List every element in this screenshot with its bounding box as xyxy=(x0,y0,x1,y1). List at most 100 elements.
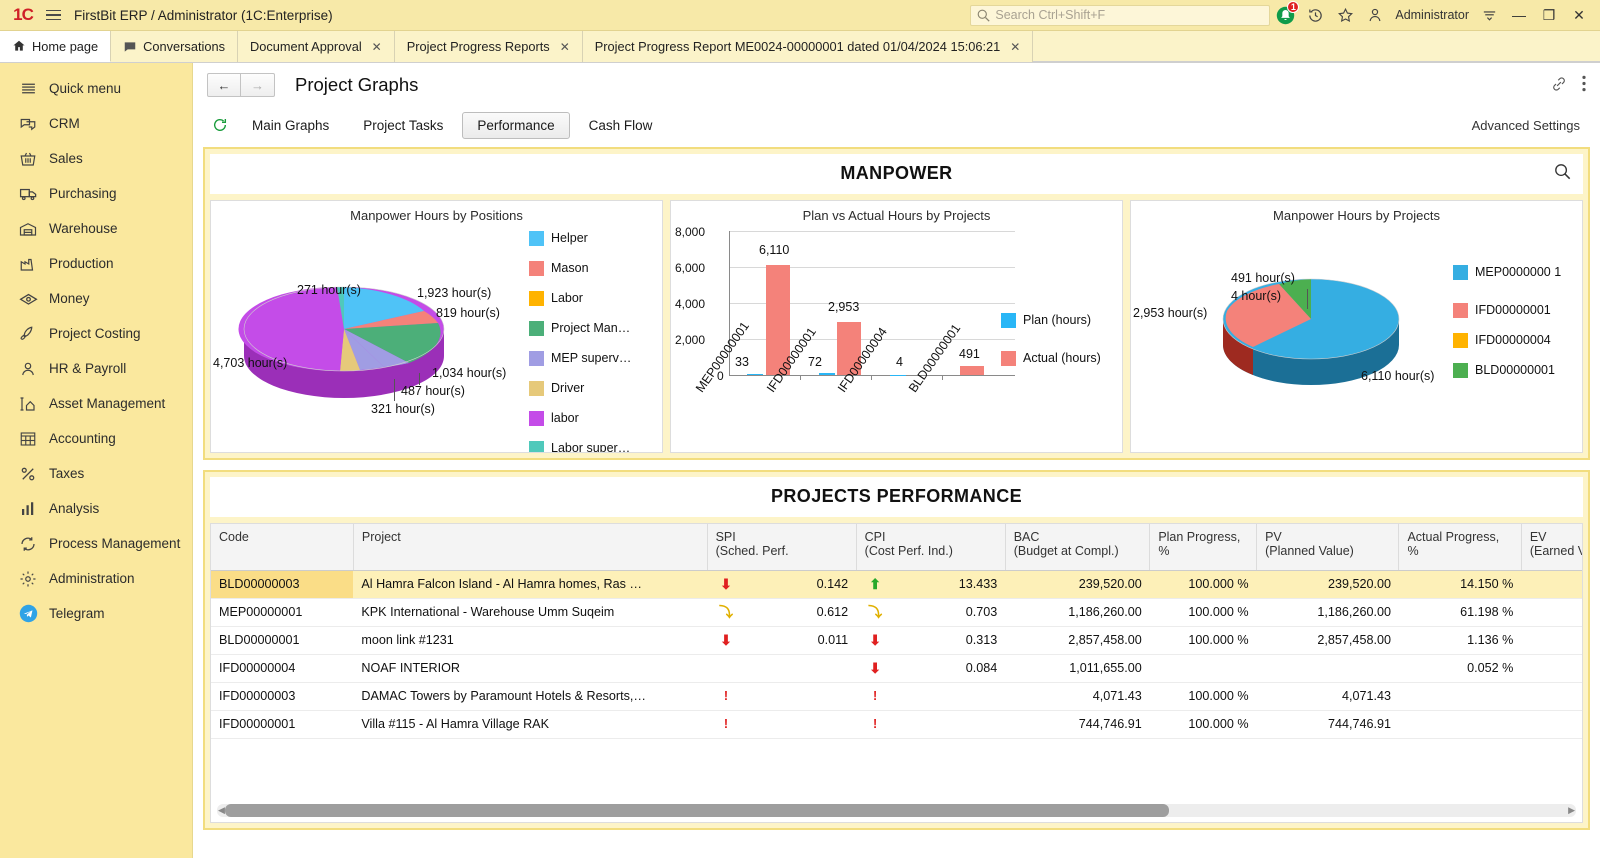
bar-plan-ifd1[interactable] xyxy=(819,373,835,375)
functions-menu-button[interactable] xyxy=(1474,0,1504,31)
col-spi[interactable]: SPI (Sched. Perf. xyxy=(707,524,857,571)
cell-ev: 33,892.08 xyxy=(1521,570,1582,599)
col-project[interactable]: Project xyxy=(353,524,708,571)
chart-manpower-hours-by-projects[interactable]: Manpower Hours by Projects 491 hour(s) 4… xyxy=(1130,200,1583,453)
bar-actual-mep[interactable] xyxy=(766,265,790,375)
tab-project-progress-reports[interactable]: Project Progress Reports ✕ xyxy=(394,31,583,62)
col-plan-progress[interactable]: Plan Progress,% xyxy=(1149,524,1258,571)
legend-item[interactable]: Labor super… xyxy=(529,433,631,452)
legend-item[interactable]: Driver xyxy=(529,373,631,403)
projects-performance-table-wrapper[interactable]: Code Project SPI (Sched. Perf. CPI (Cost P… xyxy=(210,523,1583,823)
search-input[interactable]: Search Ctrl+Shift+F xyxy=(970,4,1271,26)
chart-plan-vs-actual-hours-by-projects[interactable]: Plan vs Actual Hours by Projects 8,000 6… xyxy=(670,200,1123,453)
chart-manpower-hours-by-positions[interactable]: Manpower Hours by Positions xyxy=(210,200,663,453)
col-ev[interactable]: EV(Earned Value) xyxy=(1521,524,1582,571)
sidebar-item-production[interactable]: Production xyxy=(0,246,192,281)
forward-button[interactable]: → xyxy=(241,73,275,97)
status-bar xyxy=(193,848,1600,858)
sidebar-item-hr-payroll[interactable]: HR & Payroll xyxy=(0,351,192,386)
sidebar-item-warehouse[interactable]: Warehouse xyxy=(0,211,192,246)
legend-item[interactable]: IFD00000004 xyxy=(1453,325,1561,355)
minimize-button[interactable]: — xyxy=(1512,7,1526,23)
close-button[interactable]: ✕ xyxy=(1573,6,1585,23)
col-cpi[interactable]: CPI (Cost Perf. Ind.) xyxy=(856,524,1006,571)
bar-plan-ifd4[interactable] xyxy=(890,374,906,375)
scroll-right-arrow-icon[interactable]: ▶ xyxy=(1568,805,1575,815)
arrow-downright-yellow-icon: ⤵ xyxy=(719,603,733,620)
table-horizontal-scrollbar[interactable]: ◀ ▶ xyxy=(217,804,1576,817)
view-tab-project-tasks[interactable]: Project Tasks xyxy=(363,117,444,133)
legend-item[interactable]: Labor xyxy=(529,283,631,313)
legend-item[interactable]: Project Man… xyxy=(529,313,631,343)
refresh-icon[interactable] xyxy=(207,113,233,137)
legend-item[interactable]: labor xyxy=(529,403,631,433)
sidebar-item-project-costing[interactable]: Project Costing xyxy=(0,316,192,351)
tab-conversations[interactable]: Conversations xyxy=(111,31,238,62)
view-tab-performance[interactable]: Performance xyxy=(462,111,570,139)
sidebar-item-sales[interactable]: Sales xyxy=(0,141,192,176)
notifications-button[interactable]: 1 xyxy=(1270,0,1300,31)
sidebar-item-taxes[interactable]: Taxes xyxy=(0,456,192,491)
tab-document-approval[interactable]: Document Approval ✕ xyxy=(237,31,395,62)
magnifier-icon[interactable] xyxy=(1554,163,1571,185)
table-row[interactable]: BLD00000001 moon link #1231 ⬇ 0.011 ⬇ 0.… xyxy=(211,626,1582,655)
legend-swatch xyxy=(1453,332,1468,348)
back-button[interactable]: ← xyxy=(207,73,241,97)
legend-item[interactable]: IFD00000001 xyxy=(1453,295,1561,325)
scroll-left-arrow-icon[interactable]: ◀ xyxy=(218,805,225,815)
maximize-button[interactable]: ❐ xyxy=(1542,6,1556,23)
tab-home-page[interactable]: Home page xyxy=(0,31,112,62)
arrow-down-red-icon: ⬇ xyxy=(869,659,881,676)
advanced-settings-link[interactable]: Advanced Settings xyxy=(1471,117,1580,133)
tab-close-icon[interactable]: ✕ xyxy=(371,39,382,54)
y-tick-label: 6,000 xyxy=(675,261,706,275)
sidebar-item-money[interactable]: Money xyxy=(0,281,192,316)
legend-item[interactable]: BLD00000001 xyxy=(1453,355,1561,385)
table-row[interactable]: BLD00000003 Al Hamra Falcon Island - Al … xyxy=(211,570,1582,599)
main-menu-icon[interactable] xyxy=(40,9,66,21)
history-button[interactable] xyxy=(1300,0,1330,31)
sidebar-item-analysis[interactable]: Analysis xyxy=(0,491,192,526)
kebab-menu-icon[interactable] xyxy=(1582,75,1586,95)
sidebar-item-telegram[interactable]: Telegram xyxy=(0,596,192,631)
bar-actual-bld[interactable] xyxy=(960,366,984,375)
bar-actual-ifd1[interactable] xyxy=(837,322,861,375)
col-code[interactable]: Code xyxy=(211,524,354,571)
legend-item[interactable]: Mason xyxy=(529,253,631,283)
user-avatar-button[interactable] xyxy=(1360,0,1390,31)
legend-item[interactable]: Helper xyxy=(529,223,631,253)
legend-item[interactable]: MEP0000000 1 xyxy=(1453,249,1561,295)
view-tab-main-graphs[interactable]: Main Graphs xyxy=(252,117,330,133)
cell-spi-indicator xyxy=(707,654,745,683)
app-logo-1c[interactable]: 1C xyxy=(13,5,34,24)
page-header: ← → Project Graphs xyxy=(193,63,1600,107)
view-tab-cash-flow[interactable]: Cash Flow xyxy=(588,117,653,133)
favorites-button[interactable] xyxy=(1330,0,1360,31)
table-row[interactable]: IFD00000001 Villa #115 - Al Hamra Villag… xyxy=(211,710,1582,739)
pie-label-4: 4 hour(s) xyxy=(1231,289,1282,303)
table-row[interactable]: IFD00000004 NOAF INTERIOR ⬇ 0.084 1,011,… xyxy=(211,654,1582,683)
user-name[interactable]: Administrator xyxy=(1395,8,1469,22)
sidebar-item-administration[interactable]: Administration xyxy=(0,561,192,596)
sidebar-item-crm[interactable]: CRM xyxy=(0,106,192,141)
sidebar-item-quick-menu[interactable]: Quick menu xyxy=(0,71,192,106)
sidebar-item-accounting[interactable]: Accounting xyxy=(0,421,192,456)
bar-plan-mep[interactable] xyxy=(747,373,763,375)
legend-item[interactable]: Actual (hours) xyxy=(1001,339,1101,377)
col-actual-progress[interactable]: Actual Progress,% xyxy=(1398,524,1522,571)
sidebar-item-purchasing[interactable]: Purchasing xyxy=(0,176,192,211)
table-row[interactable]: MEP00000001 KPK International - Warehous… xyxy=(211,598,1582,627)
legend-item[interactable]: Plan (hours) xyxy=(1001,301,1101,339)
sidebar-item-label: Project Costing xyxy=(49,326,141,341)
sidebar-item-asset-management[interactable]: Asset Management xyxy=(0,386,192,421)
col-bac[interactable]: BAC (Budget at Compl.) xyxy=(1005,524,1151,571)
sidebar-item-process-management[interactable]: Process Management xyxy=(0,526,192,561)
legend-item[interactable]: MEP superv… xyxy=(529,343,631,373)
tab-close-icon[interactable]: ✕ xyxy=(559,39,570,54)
link-icon[interactable] xyxy=(1550,75,1568,96)
scrollbar-thumb[interactable] xyxy=(225,804,1169,817)
tab-project-progress-report-detail[interactable]: Project Progress Report ME0024-00000001 … xyxy=(582,31,1034,62)
tab-close-icon[interactable]: ✕ xyxy=(1010,39,1021,54)
table-row[interactable]: IFD00000003 DAMAC Towers by Paramount Ho… xyxy=(211,682,1582,711)
col-pv[interactable]: PV (Planned Value) xyxy=(1256,524,1400,571)
